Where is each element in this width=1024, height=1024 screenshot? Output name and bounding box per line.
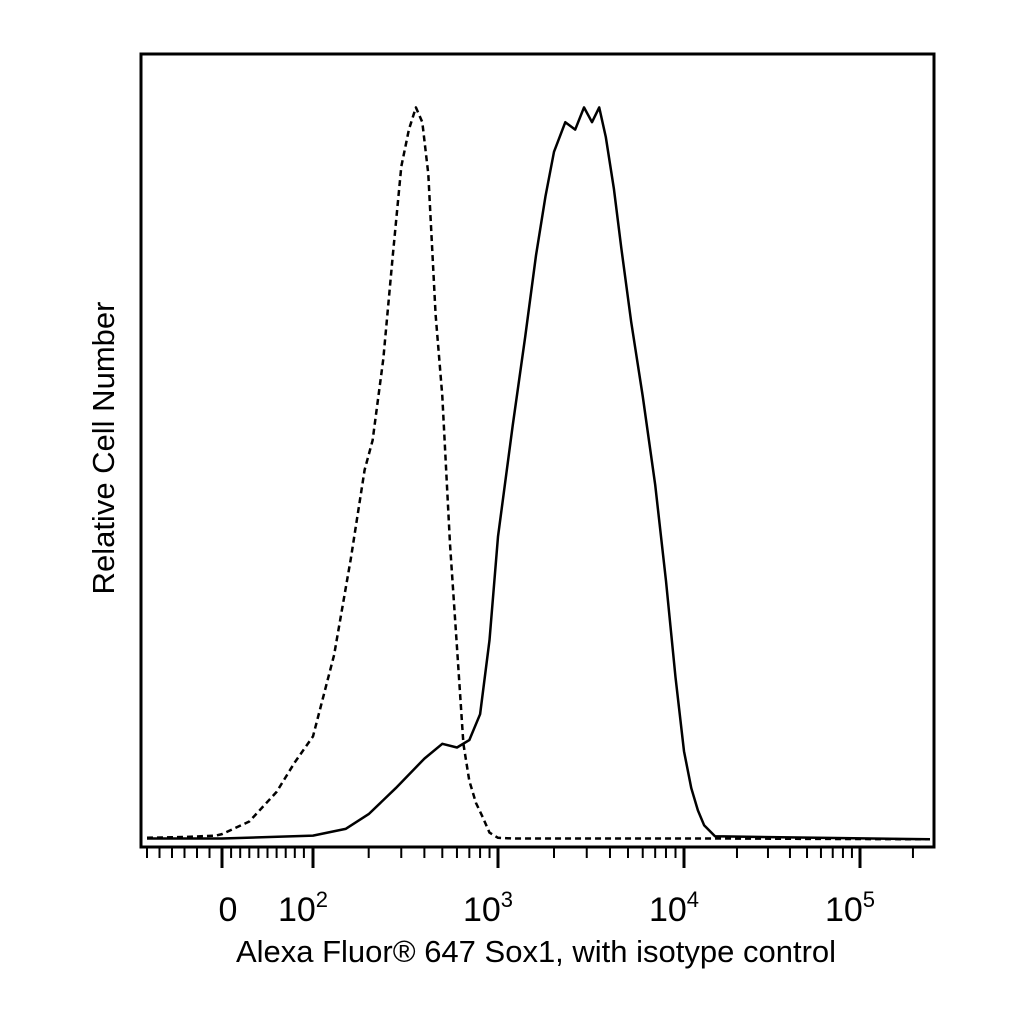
x-tick-label: 0 xyxy=(219,891,238,929)
histogram-series xyxy=(146,106,931,841)
x-tick-label: 103 xyxy=(463,887,513,929)
isotype-control-series xyxy=(146,106,931,841)
y-axis-title: Relative Cell Number xyxy=(86,302,121,595)
x-axis-tick-labels: 0 102 103 104 105 xyxy=(219,887,876,929)
x-tick-label: 105 xyxy=(825,887,875,929)
x-axis-title: Alexa Fluor® 647 Sox1, with isotype cont… xyxy=(236,934,836,969)
x-axis-major-ticks xyxy=(220,846,862,868)
x-axis-minor-ticks xyxy=(146,846,914,858)
x-tick-label: 104 xyxy=(649,887,699,929)
x-tick-label: 102 xyxy=(278,887,328,929)
plot-frame xyxy=(139,52,936,849)
sox1-series xyxy=(147,106,931,841)
